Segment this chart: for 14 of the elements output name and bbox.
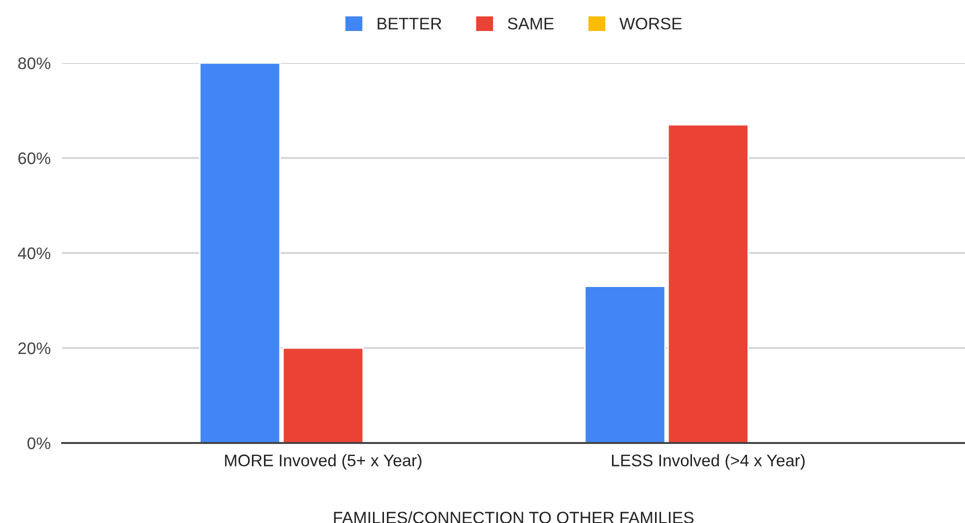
y-tick-label: 0% (27, 437, 50, 450)
y-tick-label: 80% (18, 57, 50, 70)
legend-label: WORSE (619, 18, 682, 30)
bar (199, 63, 281, 443)
bar (667, 124, 749, 443)
x-tick-label: MORE Invoved (5+ x Year) (225, 454, 422, 470)
y-tick-label: 40% (18, 247, 50, 260)
y-tick-label: 60% (18, 152, 50, 164)
y-tick-label: 20% (18, 342, 50, 354)
x-tick-label: LESS Involved (>4 x Year) (612, 454, 805, 470)
legend-label: BETTER (378, 18, 442, 30)
bar (584, 286, 666, 443)
legend-label: SAME (508, 18, 554, 30)
bar (282, 347, 364, 443)
